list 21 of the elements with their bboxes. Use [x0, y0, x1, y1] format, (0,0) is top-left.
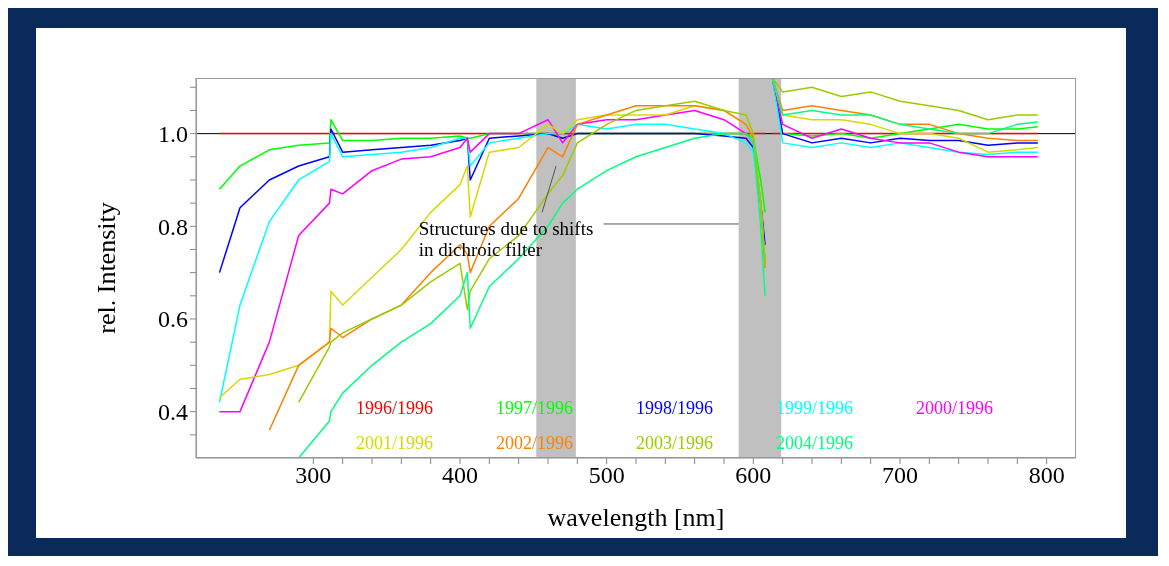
x-axis-title: wavelength [nm] — [547, 503, 725, 532]
y-axis-title: rel. Intensity — [92, 202, 122, 334]
x-tick-label: 500 — [588, 462, 625, 489]
x-tick-label: 300 — [295, 462, 332, 489]
text: 1996/1996 — [356, 397, 434, 419]
text: 1998/1996 — [636, 397, 714, 419]
text: 2004/1996 — [776, 432, 854, 454]
text: 2000/1996 — [916, 397, 994, 419]
y-tick-label: 0.4 — [158, 399, 188, 426]
x-tick-label: 800 — [1028, 462, 1065, 489]
y-tick-label: 0.6 — [158, 306, 188, 333]
x-tick-label: 700 — [882, 462, 918, 489]
text: 1999/1996 — [776, 397, 854, 419]
text: 2003/1996 — [636, 432, 714, 454]
text: 2002/1996 — [496, 432, 574, 454]
y-tick-label: 1.0 — [158, 121, 188, 148]
x-tick-label: 600 — [735, 462, 772, 489]
text: 2001/1996 — [356, 432, 434, 454]
y-tick-label: 0.8 — [158, 213, 188, 240]
x-tick-label: 400 — [442, 462, 478, 489]
text: 1997/1996 — [496, 397, 574, 419]
